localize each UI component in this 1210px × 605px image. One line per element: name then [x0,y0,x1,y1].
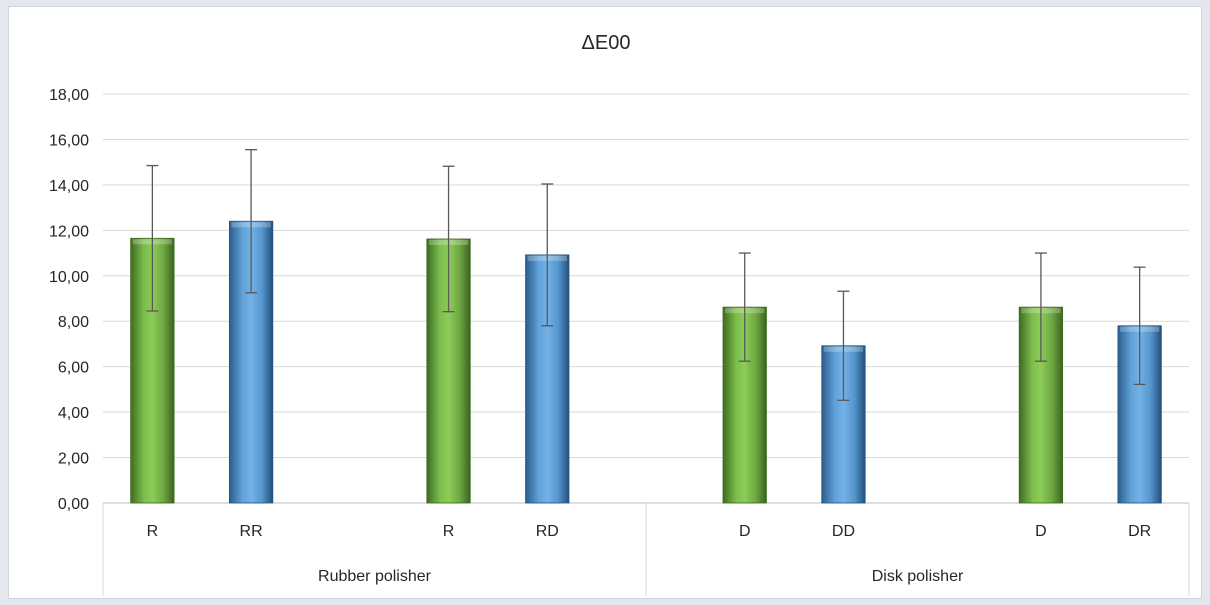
y-tick-label: 12,00 [49,223,89,240]
y-tick-label: 16,00 [49,132,89,149]
category-label: D [1035,523,1047,540]
bar [228,220,274,504]
y-axis-ticks: 0,00 2,00 4,00 6,00 8,00 10,00 12,00 14,00 16,00… [49,87,89,513]
y-tick-label: 6,00 [58,360,89,377]
bar-chart: ΔE00 0,00 2,00 4,00 6,00 8,00 10,00 12,00 14,00… [49,32,1190,596]
group-label: Disk polisher [872,568,964,585]
y-tick-label: 10,00 [49,269,89,286]
category-label: D [739,523,751,540]
y-tick-label: 18,00 [49,87,89,104]
y-tick-label: 2,00 [58,451,89,468]
y-tick-label: 4,00 [58,405,89,422]
y-tick-label: 14,00 [49,178,89,195]
error-bars [146,149,1146,401]
category-label: RR [240,523,263,540]
group-label: Rubber polisher [318,568,432,585]
chart-frame: ΔE00 0,00 2,00 4,00 6,00 8,00 10,00 12,00 14,00… [8,6,1202,599]
category-label: R [147,523,159,540]
category-label: DR [1128,523,1151,540]
category-label: R [443,523,455,540]
y-tick-label: 8,00 [58,314,89,331]
bar [821,345,866,504]
gridlines [102,93,1190,596]
y-tick-label: 0,00 [58,496,89,513]
category-label: RD [536,523,559,540]
bars [130,220,1162,504]
chart-title: ΔE00 [582,32,631,54]
category-label: DD [832,523,855,540]
